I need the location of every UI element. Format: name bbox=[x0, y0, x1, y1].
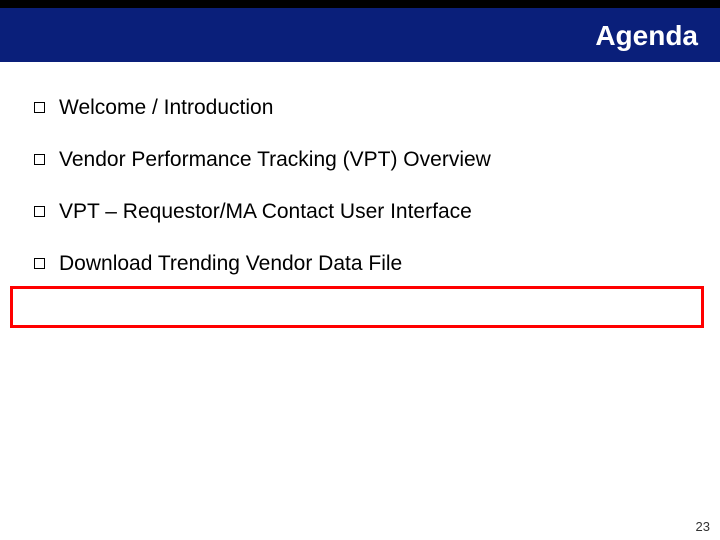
square-bullet-icon bbox=[34, 102, 45, 113]
bullet-item: Welcome / Introduction bbox=[28, 82, 692, 134]
page-number: 23 bbox=[696, 519, 710, 534]
bullet-text: Welcome / Introduction bbox=[59, 96, 686, 120]
header-banner: Agenda bbox=[0, 8, 720, 62]
bullet-item: VPT – Requestor/MA Contact User Interfac… bbox=[28, 186, 692, 238]
highlight-rectangle bbox=[10, 286, 704, 328]
slide-header: Agenda bbox=[0, 0, 720, 62]
bullet-text: VPT – Requestor/MA Contact User Interfac… bbox=[59, 200, 686, 224]
square-bullet-icon bbox=[34, 258, 45, 269]
bullet-text: Download Trending Vendor Data File bbox=[59, 252, 686, 276]
header-black-bar bbox=[0, 0, 720, 8]
slide-title: Agenda bbox=[0, 12, 708, 58]
square-bullet-icon bbox=[34, 206, 45, 217]
bullet-item: Download Trending Vendor Data File bbox=[28, 238, 692, 290]
square-bullet-icon bbox=[34, 154, 45, 165]
bullet-item: Vendor Performance Tracking (VPT) Overvi… bbox=[28, 134, 692, 186]
slide-content: Welcome / Introduction Vendor Performanc… bbox=[0, 62, 720, 290]
bullet-text: Vendor Performance Tracking (VPT) Overvi… bbox=[59, 148, 686, 172]
slide: Agenda Welcome / Introduction Vendor Per… bbox=[0, 0, 720, 540]
